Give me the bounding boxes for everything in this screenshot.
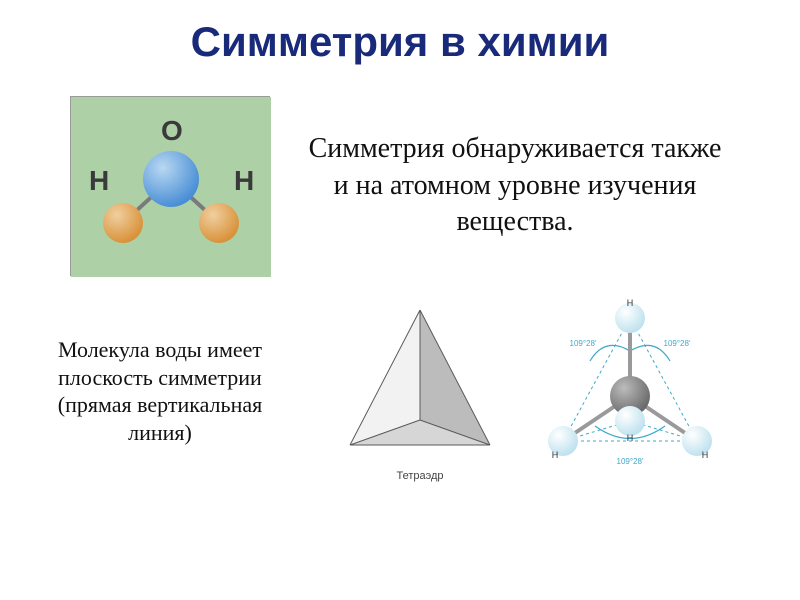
svg-text:H: H (702, 450, 709, 460)
svg-text:H: H (627, 433, 634, 443)
svg-text:109°28': 109°28' (664, 339, 691, 348)
description-text: Симметрия обнаруживается также и на атом… (270, 131, 760, 240)
svg-text:109°28': 109°28' (617, 457, 644, 466)
hydrogen-label-1: H (89, 165, 109, 197)
page-title: Симметрия в химии (0, 0, 800, 66)
caption-text: Молекула воды имеет плоскость симметрии … (58, 337, 262, 445)
tetrahedron-caption: Тетраэдр (335, 470, 505, 482)
tetrahedron-svg (335, 300, 505, 465)
figures-box: Тетраэдр (290, 296, 770, 486)
water-caption: Молекула воды имеет плоскость симметрии … (30, 336, 290, 446)
methane-figure: H H H H 109°28' 109°28' 109°28' (535, 296, 725, 486)
row-1: O H H Симметрия обнаруживается также и н… (0, 96, 800, 276)
water-molecule-figure: O H H (70, 96, 270, 276)
title-text: Симметрия в химии (191, 18, 610, 65)
svg-text:109°28': 109°28' (570, 339, 597, 348)
svg-text:H: H (552, 450, 559, 460)
tetrahedron-figure: Тетраэдр (335, 300, 505, 482)
svg-text:H: H (627, 298, 634, 308)
methane-svg: H H H H 109°28' 109°28' 109°28' (535, 296, 725, 486)
description-content: Симметрия обнаруживается также и на атом… (309, 133, 722, 237)
hydrogen-label-2: H (234, 165, 254, 197)
oxygen-label: O (161, 115, 183, 147)
row-2: Молекула воды имеет плоскость симметрии … (0, 296, 800, 486)
